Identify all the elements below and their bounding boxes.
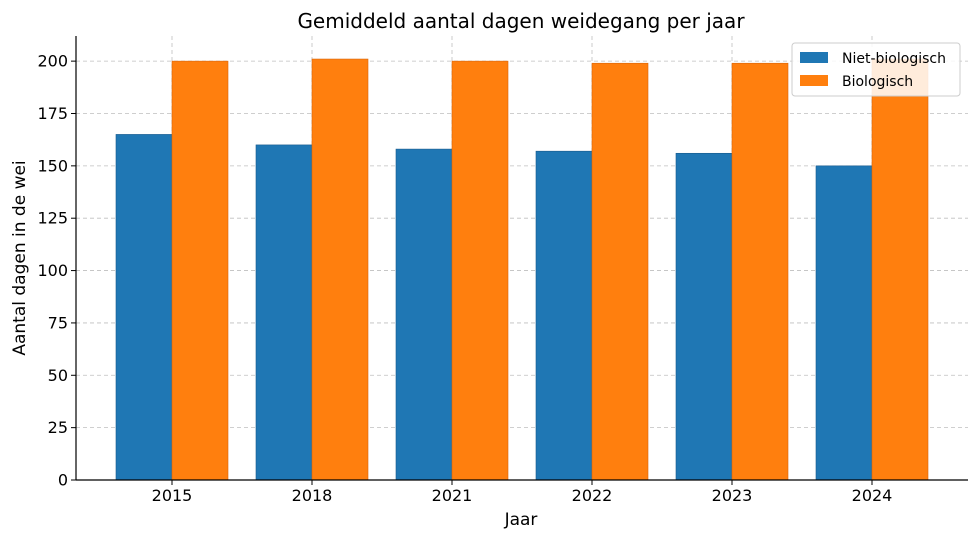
x-axis-label: Jaar — [504, 510, 538, 530]
y-tick-label: 100 — [37, 261, 68, 280]
bar-niet-biologisch-2015 — [115, 134, 173, 481]
legend-box — [791, 42, 961, 97]
y-tick-label: 150 — [37, 156, 68, 175]
y-tick-label: 25 — [48, 418, 68, 437]
bar-biologisch-2021 — [451, 60, 509, 481]
y-tick-label: 50 — [48, 366, 68, 385]
x-tick-label: 2015 — [152, 486, 193, 505]
bar-niet-biologisch-2018 — [255, 144, 313, 481]
x-tick-label: 2021 — [432, 486, 473, 505]
bar-biologisch-2015 — [171, 60, 229, 481]
legend: Niet-biologisch Biologisch — [791, 42, 961, 97]
bars — [115, 58, 929, 481]
bar-niet-biologisch-2022 — [535, 150, 593, 481]
ticks: 0 25 50 75 100 125 150 175 200 2015 2018 2021 2022 20… — [37, 52, 892, 505]
bar-biologisch-2023 — [731, 62, 789, 481]
y-tick-label: 125 — [37, 209, 68, 228]
legend-label-niet-biologisch: Niet-biologisch — [842, 51, 946, 67]
bar-biologisch-2024 — [871, 58, 929, 481]
y-tick-label: 175 — [37, 104, 68, 123]
y-tick-label: 200 — [37, 52, 68, 71]
y-tick-label: 0 — [58, 471, 68, 490]
legend-swatch-niet-biologisch — [800, 52, 828, 63]
bar-niet-biologisch-2024 — [815, 165, 873, 481]
x-tick-label: 2023 — [712, 486, 753, 505]
legend-label-biologisch: Biologisch — [842, 74, 913, 90]
y-tick-label: 75 — [48, 313, 68, 332]
bar-biologisch-2022 — [591, 62, 649, 481]
x-tick-label: 2022 — [572, 486, 613, 505]
y-axis-label: Aantal dagen in de wei — [10, 160, 30, 355]
bar-niet-biologisch-2023 — [675, 152, 733, 481]
bar-biologisch-2018 — [311, 58, 369, 481]
axes — [75, 36, 968, 481]
x-tick-label: 2024 — [852, 486, 893, 505]
legend-swatch-biologisch — [800, 75, 828, 86]
bar-niet-biologisch-2021 — [395, 148, 453, 481]
x-tick-label: 2018 — [292, 486, 333, 505]
chart-title: Gemiddeld aantal dagen weidegang per jaa… — [297, 9, 745, 33]
